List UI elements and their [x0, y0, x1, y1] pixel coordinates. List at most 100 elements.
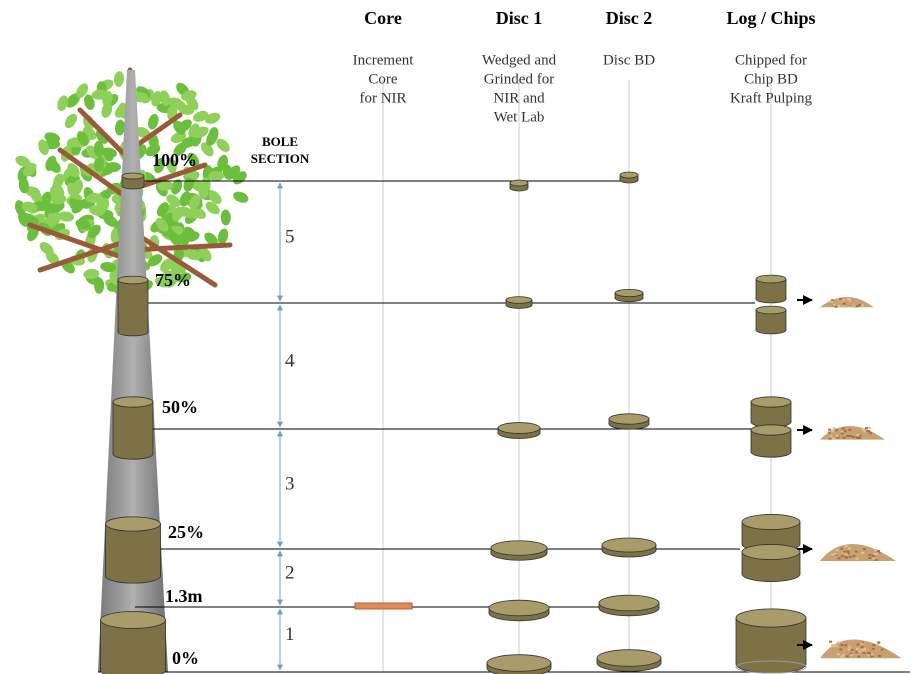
- cylinder-top: [498, 423, 540, 434]
- chip: [868, 554, 871, 556]
- chip: [863, 648, 866, 650]
- cylinder-top: [506, 297, 532, 304]
- leaf: [221, 209, 231, 225]
- chip: [863, 650, 866, 652]
- column-description: Wet Lab: [494, 109, 545, 125]
- column-description: NIR and: [493, 90, 545, 106]
- chip: [852, 555, 855, 557]
- chip: [841, 644, 844, 646]
- chip: [852, 436, 855, 438]
- chip: [841, 433, 844, 435]
- chip: [873, 553, 876, 555]
- chip: [834, 553, 837, 555]
- chip: [833, 304, 836, 306]
- chip: [840, 548, 843, 550]
- chip: [853, 306, 856, 308]
- chip: [849, 556, 852, 558]
- height-label: 25%: [168, 522, 204, 542]
- column-description: Core: [368, 71, 398, 87]
- chip: [863, 548, 866, 550]
- cylinder-top: [751, 425, 791, 435]
- cylinder-top: [122, 173, 144, 179]
- chip: [836, 549, 839, 551]
- height-label: 50%: [162, 397, 198, 417]
- chip: [868, 427, 871, 429]
- column-description: Disc BD: [603, 52, 655, 68]
- cylinder-top: [751, 397, 791, 407]
- chip: [838, 305, 841, 307]
- height-label: 0%: [172, 648, 199, 668]
- chip: [872, 557, 875, 559]
- chip: [861, 552, 864, 554]
- chip: [856, 305, 859, 307]
- chip: [867, 430, 870, 432]
- chip: [855, 651, 858, 653]
- chip: [842, 306, 845, 308]
- chip: [846, 435, 849, 437]
- section-number: 2: [285, 562, 295, 583]
- chip: [848, 646, 851, 648]
- chip: [874, 549, 877, 551]
- cylinder-top: [756, 306, 786, 314]
- chip: [847, 298, 850, 300]
- column-title: Log / Chips: [726, 8, 815, 28]
- diagram: 54321BOLESECTIONCoreIncrementCorefor NIR…: [0, 0, 922, 674]
- cylinder-top: [101, 612, 166, 629]
- column-title: Disc 1: [496, 8, 543, 28]
- chip: [835, 306, 838, 308]
- chip: [828, 431, 831, 433]
- chip: [863, 430, 866, 432]
- column-description: Wedged and: [482, 52, 557, 68]
- chip: [861, 643, 864, 645]
- chip: [851, 649, 854, 651]
- chip: [869, 432, 872, 434]
- chip: [855, 558, 858, 560]
- cylinder-top: [599, 595, 659, 611]
- chip: [837, 642, 840, 644]
- column-description: Chip BD: [744, 71, 798, 87]
- cylinder-top: [106, 517, 161, 531]
- chip: [847, 552, 850, 554]
- chip: [846, 655, 849, 657]
- chip: [831, 554, 834, 556]
- chip: [828, 429, 831, 431]
- chip: [842, 299, 845, 301]
- height-label: 100%: [152, 150, 197, 170]
- chip: [856, 643, 859, 645]
- leaf: [231, 190, 250, 205]
- bole-section-label: BOLE: [262, 134, 298, 149]
- chip: [870, 655, 873, 657]
- leaf: [56, 94, 70, 112]
- cylinder-top: [597, 650, 661, 667]
- cylinder-fill: [106, 524, 160, 576]
- chip: [848, 548, 851, 550]
- cylinder-top: [620, 172, 638, 178]
- chip: [844, 644, 847, 646]
- leaf: [58, 211, 75, 223]
- chip: [868, 557, 871, 559]
- column-description: Increment: [353, 52, 415, 68]
- chip: [872, 555, 875, 557]
- chip: [867, 652, 870, 654]
- cylinder-top: [615, 289, 643, 296]
- chip: [862, 652, 865, 654]
- cylinder-top: [742, 514, 800, 529]
- chip: [829, 438, 832, 440]
- chip: [856, 648, 859, 650]
- cylinder-top: [487, 655, 551, 672]
- chip: [843, 303, 846, 305]
- chip: [858, 437, 861, 439]
- chip: [850, 654, 853, 656]
- chip: [861, 646, 864, 648]
- chip: [877, 550, 880, 552]
- chip: [865, 427, 868, 429]
- cylinder-top: [489, 600, 549, 616]
- chip: [867, 654, 870, 656]
- chip: [844, 556, 847, 558]
- section-number: 4: [285, 350, 295, 371]
- chip: [836, 435, 839, 437]
- chip: [872, 648, 875, 650]
- chip: [841, 555, 844, 557]
- column-description: Chipped for: [735, 52, 807, 68]
- chip: [839, 648, 842, 650]
